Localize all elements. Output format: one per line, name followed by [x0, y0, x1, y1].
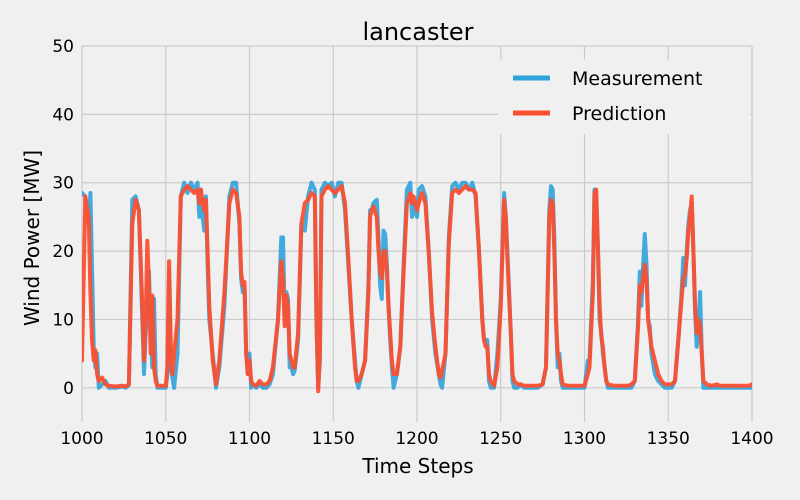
- x-tick-label: 1000: [60, 429, 103, 449]
- x-tick-label: 1200: [395, 429, 438, 449]
- chart-title: lancaster: [362, 18, 473, 46]
- y-tick-label: 40: [52, 105, 74, 125]
- y-tick-label: 0: [63, 379, 74, 399]
- y-tick-label: 30: [52, 174, 74, 194]
- y-tick-label: 10: [52, 310, 74, 330]
- legend-box: [498, 60, 750, 134]
- x-tick-label: 1250: [479, 429, 522, 449]
- legend: Measurement Prediction: [498, 60, 750, 134]
- series-lines: [82, 180, 752, 394]
- y-axis-label: Wind Power [MW]: [20, 150, 44, 326]
- x-tick-label: 1100: [228, 429, 271, 449]
- y-tick-label: 50: [52, 37, 74, 57]
- x-tick-label: 1400: [730, 429, 773, 449]
- x-tick-labels: 1000 1050 1100 1150 1200 1250 1300 1350 1400: [60, 429, 773, 449]
- x-tick-label: 1150: [312, 429, 355, 449]
- y-tick-labels: 0 10 20 30 40 50: [52, 37, 74, 399]
- legend-label-measurement: Measurement: [572, 68, 702, 90]
- x-tick-label: 1350: [647, 429, 690, 449]
- legend-label-prediction: Prediction: [572, 103, 666, 125]
- x-axis-label: Time Steps: [361, 454, 473, 478]
- x-tick-label: 1300: [563, 429, 606, 449]
- y-tick-label: 20: [52, 242, 74, 262]
- x-tick-label: 1050: [144, 429, 187, 449]
- series-prediction-line: [82, 184, 752, 394]
